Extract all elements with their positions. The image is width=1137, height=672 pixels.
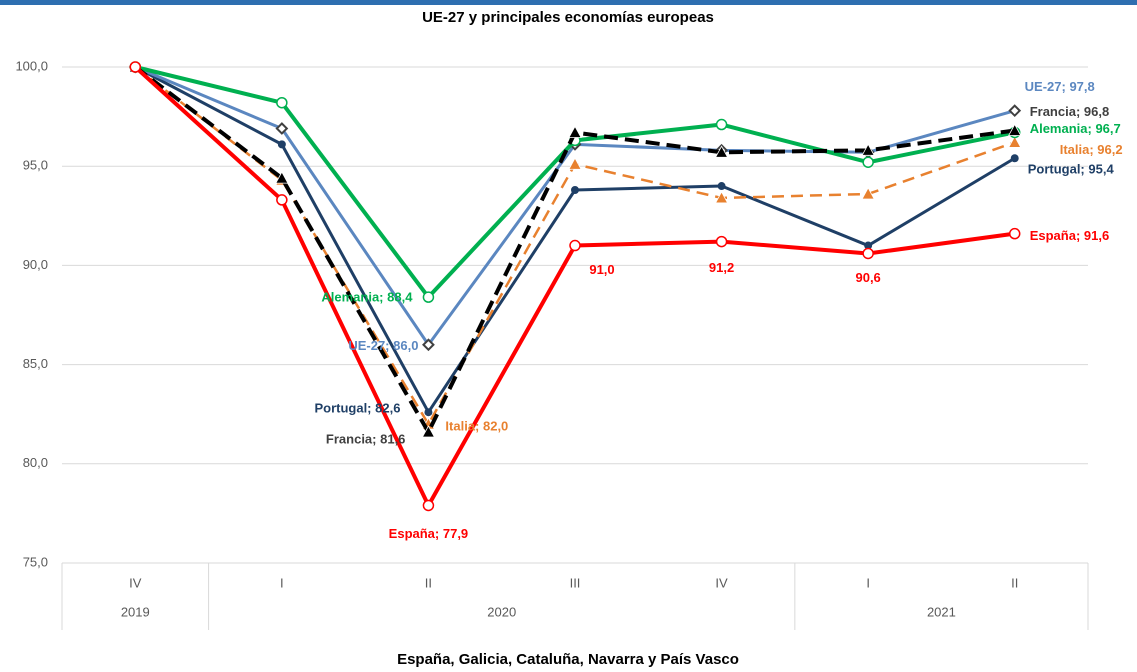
marker — [862, 156, 874, 168]
marker — [571, 186, 579, 195]
marker — [568, 125, 582, 138]
x-group-label: 2020 — [487, 604, 516, 619]
top-strip — [0, 0, 1137, 5]
data-label: Francia; 96,8 — [1030, 104, 1110, 119]
chart-title: UE-27 y principales economías europeas — [422, 9, 714, 26]
marker — [275, 122, 289, 135]
marker — [275, 171, 289, 184]
data-label: UE-27; 97,8 — [1025, 79, 1095, 94]
marker — [569, 239, 581, 252]
marker — [1008, 123, 1022, 136]
marker — [129, 61, 142, 73]
data-label: Francia; 81,6 — [326, 431, 406, 446]
data-label: UE-27; 86,0 — [348, 338, 418, 353]
chart-caption: España, Galicia, Cataluña, Navarra y Paí… — [397, 651, 739, 668]
marker — [715, 235, 728, 248]
x-tick-label: I — [280, 575, 284, 590]
x-tick-label: II — [425, 575, 432, 590]
series-line — [134, 65, 1016, 414]
data-label: 91,2 — [709, 260, 734, 275]
y-tick-label: 80,0 — [23, 455, 48, 470]
data-label: España; 91,6 — [1030, 228, 1110, 243]
data-label: Italia; 96,2 — [1060, 142, 1123, 157]
marker — [861, 187, 875, 200]
data-label: 90,6 — [855, 270, 880, 285]
x-tick-label: IV — [715, 575, 728, 590]
marker — [714, 191, 729, 204]
marker — [1008, 227, 1021, 240]
marker — [1008, 104, 1022, 118]
series-line — [134, 65, 1016, 300]
x-tick-label: IV — [129, 575, 142, 590]
marker — [422, 338, 435, 352]
data-label: Alemania; 96,7 — [1030, 121, 1121, 136]
y-tick-label: 85,0 — [23, 356, 48, 371]
series-line — [134, 65, 1016, 347]
marker — [715, 118, 728, 131]
x-tick-label: I — [866, 575, 870, 590]
marker — [862, 247, 874, 260]
marker — [424, 408, 433, 417]
y-tick-label: 100,0 — [15, 58, 48, 73]
y-tick-label: 90,0 — [23, 257, 48, 272]
marker — [1010, 154, 1019, 163]
marker — [277, 140, 286, 149]
data-label: Portugal; 95,4 — [1028, 162, 1115, 177]
x-group-label: 2021 — [927, 604, 956, 619]
marker — [568, 157, 582, 170]
x-tick-label: III — [570, 575, 581, 590]
marker — [1008, 135, 1022, 148]
x-tick-label: II — [1011, 575, 1018, 590]
data-label: España; 77,9 — [389, 526, 469, 541]
marker — [861, 143, 875, 156]
data-label: 91,0 — [589, 262, 614, 277]
marker — [421, 425, 436, 438]
data-label: Italia; 82,0 — [445, 419, 508, 434]
marker — [422, 291, 435, 303]
marker — [422, 499, 435, 512]
x-group-label: 2019 — [121, 604, 150, 619]
marker — [717, 182, 726, 191]
marker — [714, 145, 729, 158]
marker — [276, 96, 288, 109]
marker — [276, 194, 288, 206]
data-label: Alemania; 88,4 — [321, 290, 413, 305]
y-tick-label: 75,0 — [23, 554, 48, 569]
y-tick-label: 95,0 — [23, 158, 48, 173]
data-label: Portugal; 82,6 — [314, 401, 400, 416]
